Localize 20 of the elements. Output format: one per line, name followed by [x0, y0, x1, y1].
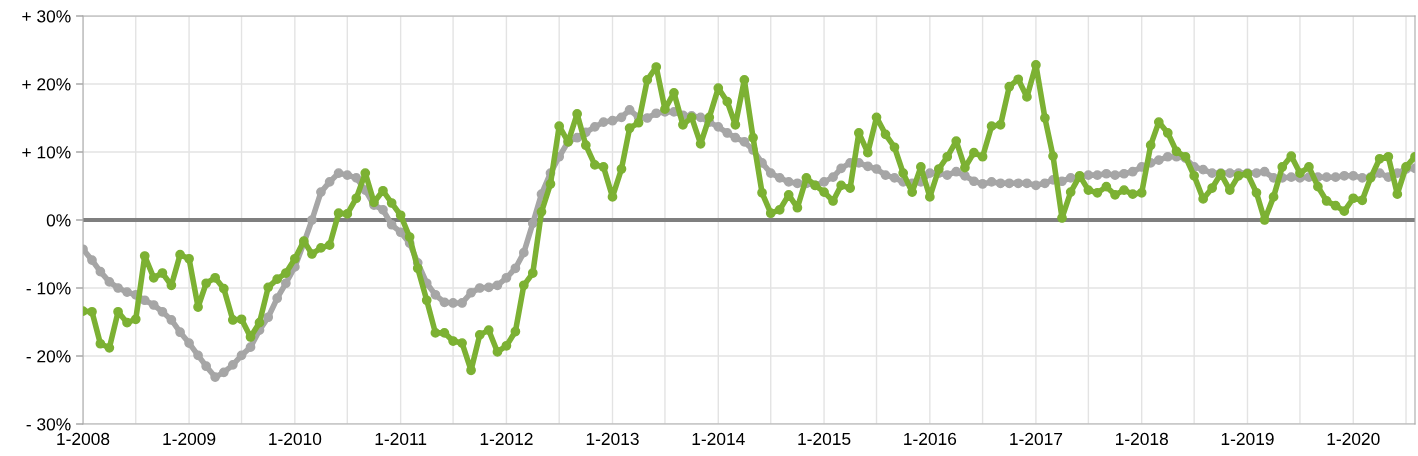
x-tick-label: 1-2018	[1116, 432, 1168, 446]
x-tick-label: 1-2017	[1010, 432, 1063, 446]
y-tick-label: - 30%	[26, 418, 71, 431]
y-tick-label: + 10%	[22, 146, 71, 159]
x-tick-label: 1-2020	[1327, 432, 1380, 446]
x-tick-label: 1-2012	[480, 432, 533, 446]
x-tick-label: 1-2009	[163, 432, 216, 446]
x-tick-label: 1-2014	[692, 432, 745, 446]
x-tick-label: 1-2015	[798, 432, 851, 446]
x-tick-label: 1-2008	[57, 432, 110, 446]
x-tick-label: 1-2010	[269, 432, 322, 446]
y-tick-label: + 30%	[22, 10, 71, 23]
y-tick-label: - 10%	[26, 282, 71, 295]
y-tick-label: + 20%	[22, 78, 71, 91]
y-tick-label: - 20%	[26, 350, 71, 363]
y-tick-label: 0%	[46, 214, 71, 227]
x-tick-label: 1-2013	[586, 432, 639, 446]
x-tick-label: 1-2019	[1221, 432, 1274, 446]
x-tick-label: 1-2011	[375, 432, 427, 446]
x-tick-label: 1-2016	[904, 432, 957, 446]
